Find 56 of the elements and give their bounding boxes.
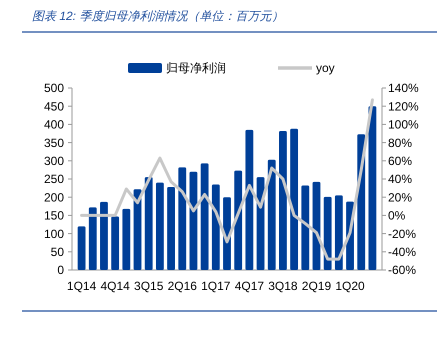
bar <box>144 177 153 270</box>
y-tick-label: 350 <box>44 136 64 150</box>
bar <box>78 226 86 270</box>
bar <box>290 128 298 270</box>
bar <box>245 130 254 270</box>
x-tick-label: 1Q14 <box>66 279 97 293</box>
x-tick-label: 3Q15 <box>134 279 164 293</box>
y-tick-label: 200 <box>44 190 64 204</box>
y2-tick-label: 140% <box>388 81 420 96</box>
y-tick-label: 400 <box>44 118 64 132</box>
x-tick-label: 4Q17 <box>234 279 264 293</box>
chart-title: 图表 12: 季度归母净利润情况（单位：百万元） <box>32 9 284 23</box>
y2-tick-label: 80% <box>388 136 412 150</box>
y-tick-label: 50 <box>50 245 64 259</box>
y2-tick-label: 40% <box>388 172 412 186</box>
legend-label: yoy <box>316 61 335 76</box>
y2-tick-label: -60% <box>388 263 416 278</box>
bar <box>268 160 276 270</box>
y-tick-label: 100 <box>44 226 64 241</box>
legend-label: 归母净利润 <box>166 61 226 76</box>
y-tick-label: 500 <box>44 81 64 96</box>
y-tick-label: 150 <box>44 208 64 223</box>
bar <box>122 208 130 270</box>
x-tick-label: 1Q20 <box>335 279 366 293</box>
x-tick-label: 3Q18 <box>268 279 298 293</box>
y-tick-label: 450 <box>44 99 64 114</box>
bar <box>200 163 209 270</box>
bar <box>178 167 186 270</box>
y-tick-label: 250 <box>44 172 64 186</box>
bar <box>190 172 198 270</box>
bar <box>279 130 287 270</box>
bar <box>301 186 310 270</box>
x-tick-label: 4Q14 <box>100 279 130 293</box>
bar <box>256 177 264 270</box>
y2-tick-label: 0% <box>388 208 406 223</box>
bar <box>334 195 343 270</box>
x-tick-label: 2Q16 <box>168 279 198 293</box>
y2-tick-label: 120% <box>388 99 420 114</box>
x-tick-label: 2Q19 <box>302 279 332 293</box>
bar <box>368 106 376 270</box>
bar <box>88 207 97 270</box>
y-tick-label: 300 <box>44 154 64 168</box>
y2-tick-label: 60% <box>388 154 412 168</box>
bar <box>100 202 108 270</box>
y2-tick-label: -40% <box>388 245 416 259</box>
line-series <box>80 98 374 261</box>
bar <box>312 182 320 270</box>
bar <box>111 216 120 270</box>
bar <box>167 187 175 270</box>
y2-tick-label: -20% <box>388 226 416 241</box>
x-tick-label: 1Q17 <box>201 279 231 293</box>
y-tick-label: 0 <box>57 263 64 278</box>
bar <box>134 189 142 270</box>
bar <box>156 182 164 270</box>
y2-tick-label: 20% <box>388 190 412 204</box>
y2-tick-label: 100% <box>388 118 420 132</box>
